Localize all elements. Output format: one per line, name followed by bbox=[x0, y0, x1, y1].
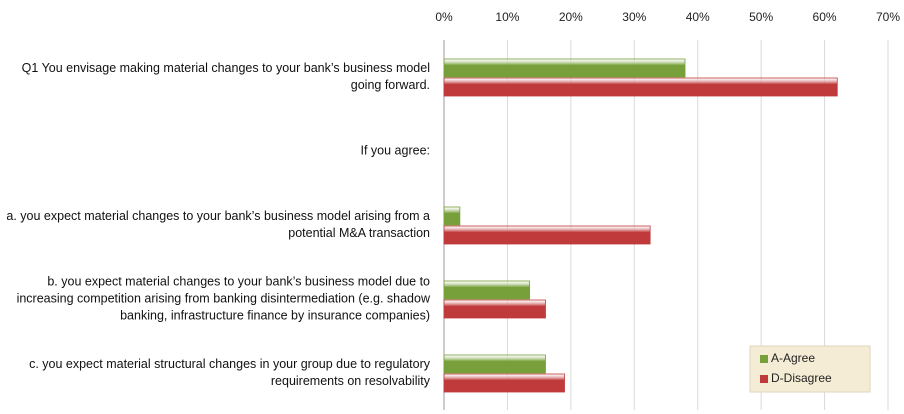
x-tick-label: 70% bbox=[876, 10, 900, 24]
bar bbox=[443, 58, 686, 78]
legend-swatch bbox=[760, 375, 768, 383]
bar bbox=[443, 354, 546, 374]
category-label: c. you expect material structural change… bbox=[29, 357, 430, 388]
x-tick-label: 40% bbox=[686, 10, 710, 24]
x-tick-label: 20% bbox=[559, 10, 583, 24]
x-tick-label: 50% bbox=[749, 10, 773, 24]
x-tick-label: 60% bbox=[813, 10, 837, 24]
category-label: b. you expect material changes to your b… bbox=[16, 274, 430, 323]
bar bbox=[443, 280, 531, 300]
bar bbox=[443, 77, 838, 97]
legend-label: A-Agree bbox=[771, 351, 815, 365]
x-tick-label: 30% bbox=[622, 10, 646, 24]
legend-swatch bbox=[760, 355, 768, 363]
bar bbox=[443, 206, 461, 226]
bar bbox=[443, 373, 565, 393]
legend-label: D-Disagree bbox=[771, 371, 832, 385]
x-tick-label: 0% bbox=[435, 10, 453, 24]
bar bbox=[443, 225, 651, 245]
category-label: a. you expect material changes to your b… bbox=[6, 209, 430, 240]
legend-box bbox=[749, 345, 871, 393]
category-label: If you agree: bbox=[360, 143, 431, 158]
category-label: Q1 You envisage making material changes … bbox=[21, 61, 430, 92]
x-tick-label: 10% bbox=[495, 10, 519, 24]
bar bbox=[443, 299, 546, 319]
